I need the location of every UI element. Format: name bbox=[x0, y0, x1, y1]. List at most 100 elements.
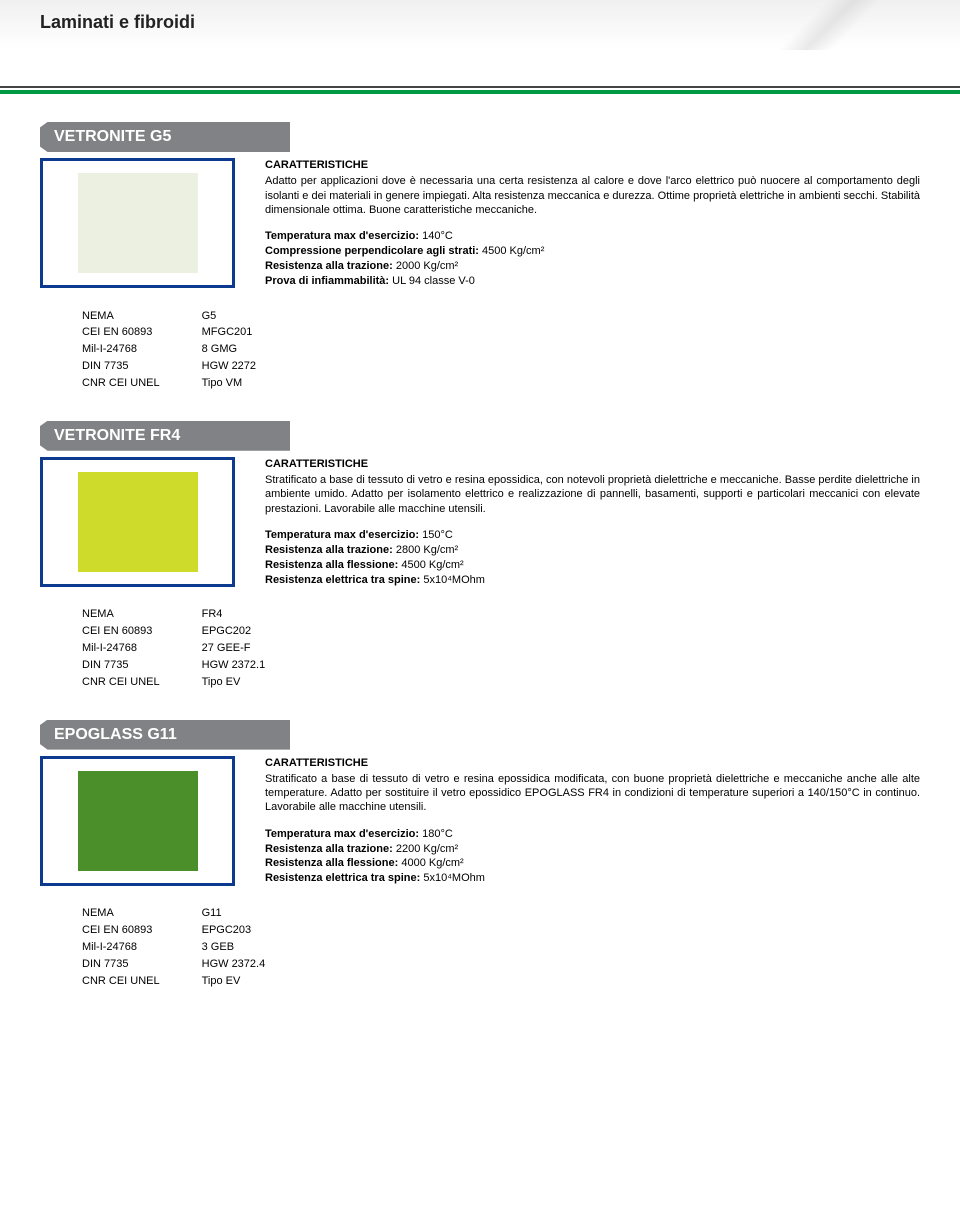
header-rule-green bbox=[0, 90, 960, 94]
product-title: VETRONITE FR4 bbox=[40, 421, 290, 451]
table-row: Mil-I-247688 GMG bbox=[82, 342, 296, 357]
spec-value: 140°C bbox=[419, 230, 453, 242]
table-row: DIN 7735HGW 2372.1 bbox=[82, 658, 305, 673]
standard-name: CNR CEI UNEL bbox=[82, 376, 200, 391]
spec-value: 150°C bbox=[419, 529, 453, 541]
characteristics-text: Adatto per applicazioni dove è necessari… bbox=[265, 174, 920, 217]
standard-name: Mil-I-24768 bbox=[82, 641, 200, 656]
spec-value: 4500 Kg/cm² bbox=[479, 245, 544, 257]
standard-name: CNR CEI UNEL bbox=[82, 675, 200, 690]
spec-value: 180°C bbox=[419, 828, 453, 840]
spec-line: Resistenza alla trazione: 2200 Kg/cm² bbox=[265, 842, 920, 857]
spec-line: Resistenza alla trazione: 2800 Kg/cm² bbox=[265, 543, 920, 558]
standard-value: 27 GEE-F bbox=[202, 641, 306, 656]
table-row: CEI EN 60893EPGC202 bbox=[82, 624, 305, 639]
spec-label: Temperatura max d'esercizio: bbox=[265, 529, 419, 541]
table-row: CNR CEI UNELTipo VM bbox=[82, 376, 296, 391]
standard-value: 3 GEB bbox=[202, 940, 306, 955]
table-row: Mil-I-2476827 GEE-F bbox=[82, 641, 305, 656]
spec-label: Temperatura max d'esercizio: bbox=[265, 828, 419, 840]
thumbnail-wrapper bbox=[40, 756, 235, 887]
thumbnail-frame bbox=[40, 756, 235, 886]
product-title: EPOGLASS G11 bbox=[40, 720, 290, 750]
spec-label: Resistenza alla trazione: bbox=[265, 843, 393, 855]
standard-name: Mil-I-24768 bbox=[82, 940, 200, 955]
product-row: CARATTERISTICHE Stratificato a base di te… bbox=[40, 457, 920, 588]
spec-line: Temperatura max d'esercizio: 150°C bbox=[265, 528, 920, 543]
thumbnail-frame bbox=[40, 457, 235, 587]
standard-name: DIN 7735 bbox=[82, 359, 200, 374]
standard-value: EPGC203 bbox=[202, 923, 306, 938]
spec-value: 2800 Kg/cm² bbox=[393, 544, 458, 556]
header-rule-dark bbox=[0, 86, 960, 88]
characteristics-text: Stratificato a base di tessuto di vetro … bbox=[265, 473, 920, 516]
standard-name: CNR CEI UNEL bbox=[82, 974, 200, 989]
product-title: VETRONITE G5 bbox=[40, 122, 290, 152]
spec-label: Compressione perpendicolare agli strati: bbox=[265, 245, 479, 257]
table-row: Mil-I-247683 GEB bbox=[82, 940, 305, 955]
standard-name: NEMA bbox=[82, 607, 200, 622]
thumbnail-frame bbox=[40, 158, 235, 288]
spec-line: Prova di infiammabilità: UL 94 classe V-… bbox=[265, 274, 920, 289]
standard-value: HGW 2372.1 bbox=[202, 658, 306, 673]
standard-value: FR4 bbox=[202, 607, 306, 622]
spec-value: 2200 Kg/cm² bbox=[393, 843, 458, 855]
standard-value: Tipo EV bbox=[202, 974, 306, 989]
characteristics-heading: CARATTERISTICHE bbox=[265, 457, 920, 471]
standard-name: DIN 7735 bbox=[82, 658, 200, 673]
product-block: EPOGLASS G11 CARATTERISTICHE Stratificato … bbox=[40, 720, 920, 991]
product-text-column: CARATTERISTICHE Stratificato a base di te… bbox=[265, 756, 920, 887]
standard-name: Mil-I-24768 bbox=[82, 342, 200, 357]
table-row: CNR CEI UNELTipo EV bbox=[82, 675, 305, 690]
spec-label: Prova di infiammabilità: bbox=[265, 275, 389, 287]
table-row: NEMAFR4 bbox=[82, 607, 305, 622]
spec-label: Resistenza alla trazione: bbox=[265, 260, 393, 272]
characteristics-text: Stratificato a base di tessuto di vetro … bbox=[265, 772, 920, 815]
material-swatch bbox=[78, 173, 198, 273]
spec-value: 5x10⁴MOhm bbox=[420, 872, 485, 884]
standard-value: MFGC201 bbox=[202, 325, 296, 340]
thumbnail-wrapper bbox=[40, 158, 235, 289]
spec-line: Resistenza alla flessione: 4000 Kg/cm² bbox=[265, 856, 920, 871]
spec-label: Resistenza alla trazione: bbox=[265, 544, 393, 556]
standard-name: CEI EN 60893 bbox=[82, 923, 200, 938]
table-row: NEMAG5 bbox=[82, 309, 296, 324]
spec-label: Resistenza elettrica tra spine: bbox=[265, 574, 420, 586]
spec-value: 2000 Kg/cm² bbox=[393, 260, 458, 272]
spec-label: Resistenza elettrica tra spine: bbox=[265, 872, 420, 884]
spec-line: Temperatura max d'esercizio: 180°C bbox=[265, 827, 920, 842]
table-row: NEMAG11 bbox=[82, 906, 305, 921]
spec-line: Resistenza alla trazione: 2000 Kg/cm² bbox=[265, 259, 920, 274]
product-text-column: CARATTERISTICHEAdatto per applicazioni d… bbox=[265, 158, 920, 289]
spec-value: 4500 Kg/cm² bbox=[398, 559, 463, 571]
spec-line: Temperatura max d'esercizio: 140°C bbox=[265, 229, 920, 244]
spec-label: Resistenza alla flessione: bbox=[265, 857, 398, 869]
spec-label: Resistenza alla flessione: bbox=[265, 559, 398, 571]
material-swatch bbox=[78, 771, 198, 871]
standards-table: NEMAG5CEI EN 60893MFGC201 Mil-I-247688 GM… bbox=[80, 307, 298, 393]
standards-table: NEMAG11CEI EN 60893EPGC203Mil-I-247683 G… bbox=[80, 904, 307, 990]
standard-value: Tipo EV bbox=[202, 675, 306, 690]
spec-line: Compressione perpendicolare agli strati:… bbox=[265, 244, 920, 259]
table-row: CEI EN 60893MFGC201 bbox=[82, 325, 296, 340]
table-row: CNR CEI UNELTipo EV bbox=[82, 974, 305, 989]
table-row: DIN 7735HGW 2272 bbox=[82, 359, 296, 374]
material-swatch bbox=[78, 472, 198, 572]
standard-name: CEI EN 60893 bbox=[82, 325, 200, 340]
standard-name: DIN 7735 bbox=[82, 957, 200, 972]
standard-name: NEMA bbox=[82, 906, 200, 921]
characteristics-heading: CARATTERISTICHE bbox=[265, 756, 920, 770]
spec-label: Temperatura max d'esercizio: bbox=[265, 230, 419, 242]
spec-value: 4000 Kg/cm² bbox=[398, 857, 463, 869]
table-row: CEI EN 60893EPGC203 bbox=[82, 923, 305, 938]
spec-line: Resistenza elettrica tra spine: 5x10⁴MOh… bbox=[265, 573, 920, 588]
standard-value: EPGC202 bbox=[202, 624, 306, 639]
spec-value: 5x10⁴MOhm bbox=[420, 574, 485, 586]
product-row: CARATTERISTICHEAdatto per applicazioni d… bbox=[40, 158, 920, 289]
table-row: DIN 7735HGW 2372.4 bbox=[82, 957, 305, 972]
thumbnail-wrapper bbox=[40, 457, 235, 588]
product-block: VETRONITE FR4 CARATTERISTICHE Stratificato… bbox=[40, 421, 920, 692]
product-text-column: CARATTERISTICHE Stratificato a base di te… bbox=[265, 457, 920, 588]
standard-value: G5 bbox=[202, 309, 296, 324]
standard-value: HGW 2372.4 bbox=[202, 957, 306, 972]
